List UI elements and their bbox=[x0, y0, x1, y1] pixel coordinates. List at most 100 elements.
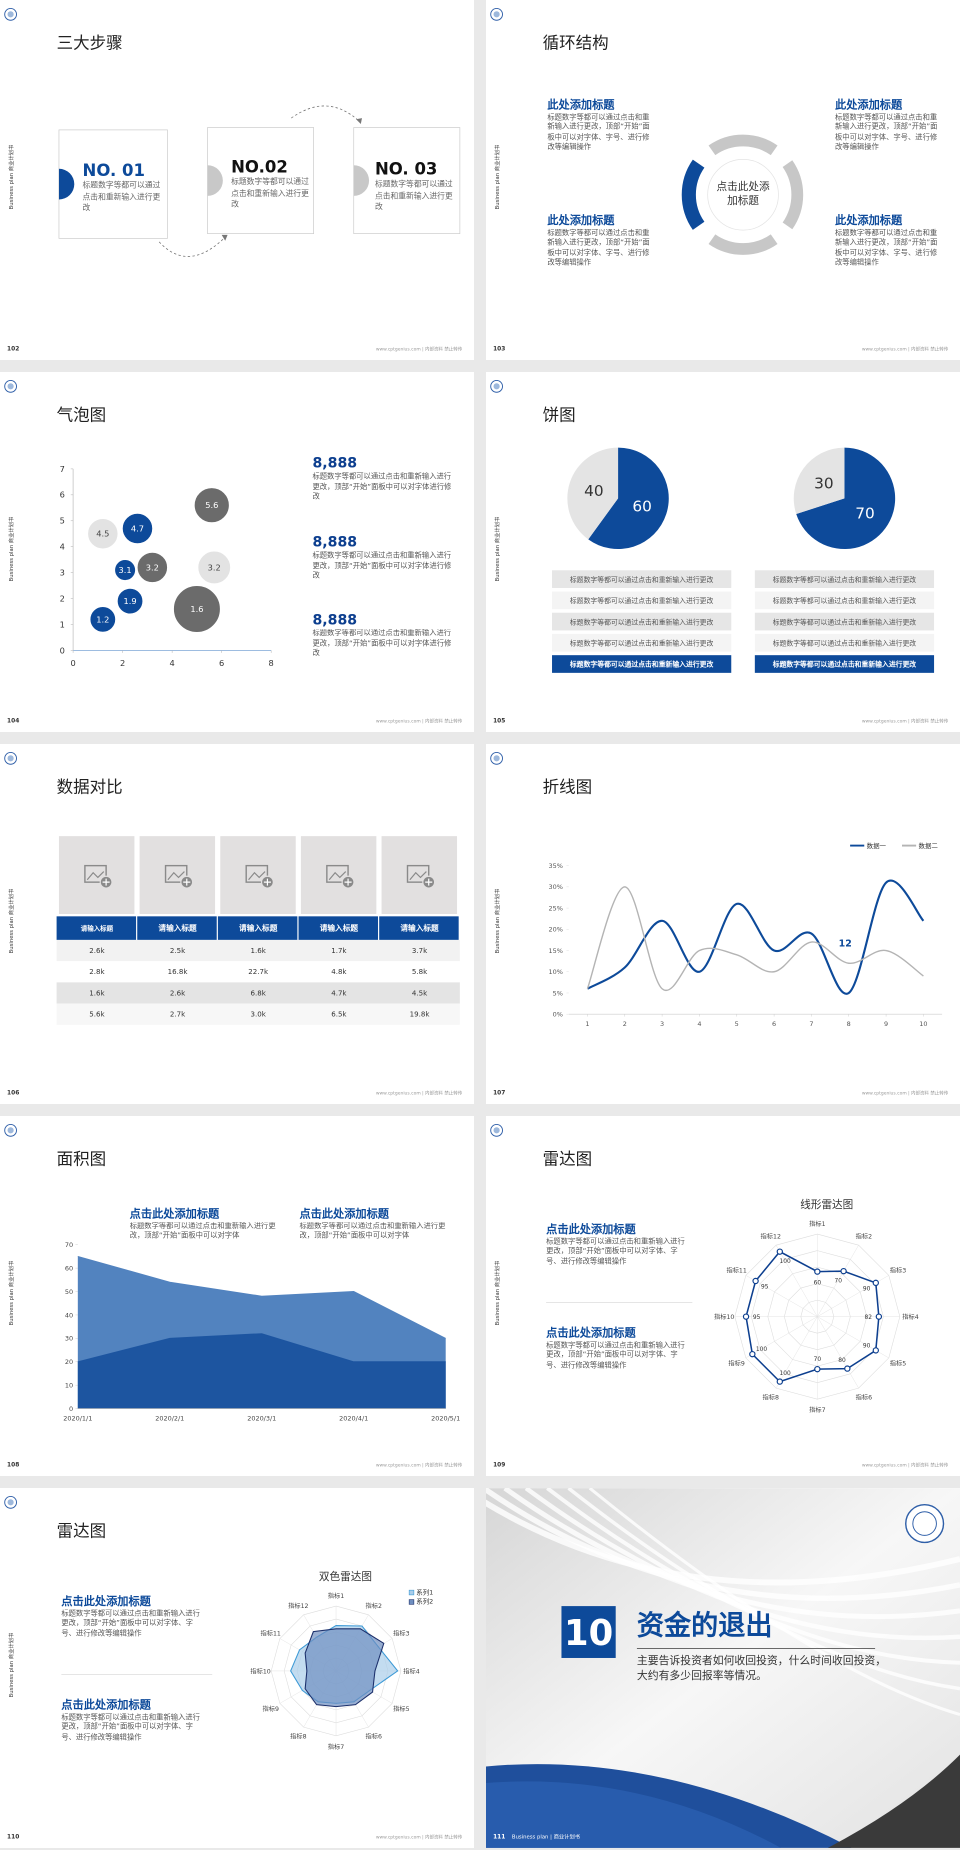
image-icon-plus bbox=[263, 878, 271, 886]
footer-text: www.cptgenius.com | 内部资料 禁止转传 bbox=[376, 345, 463, 352]
table-cell: 16.8k bbox=[168, 967, 189, 976]
stat-text: 标题数字等都可以通过点击和重新输入进行更改，顶部“开始”面板中可以对字体进行修改 bbox=[312, 551, 452, 580]
bubble-label: 3.1 bbox=[119, 565, 132, 575]
block-title: 此处添加标题 bbox=[835, 98, 903, 112]
logo-core bbox=[493, 1127, 500, 1134]
radar-category: 指标9 bbox=[262, 1705, 278, 1713]
x-tick-label: 9 bbox=[884, 1020, 888, 1028]
section-text: 主要告诉投资者如何收回投资，什么时间收回投资，大约有多少回报率等情况。 bbox=[636, 1654, 887, 1683]
slide-title: 雷达图 bbox=[57, 1522, 107, 1541]
radar-category: 指标12 bbox=[288, 1602, 308, 1610]
table-header-cell bbox=[137, 916, 217, 940]
row-text: 标题数字等都可以通过点击和重新输入进行更改 bbox=[570, 617, 714, 626]
data-label: 90 bbox=[863, 1287, 871, 1293]
block-title: 此处添加标题 bbox=[547, 98, 615, 112]
bubble bbox=[197, 550, 232, 585]
x-tick-label: 8 bbox=[269, 658, 274, 668]
bubble bbox=[193, 486, 231, 524]
logo-ring bbox=[4, 1123, 17, 1137]
step-marker bbox=[353, 165, 370, 196]
row-bar bbox=[754, 655, 935, 673]
table-cell: 3.0k bbox=[251, 1010, 267, 1019]
slide-title: 饼图 bbox=[543, 406, 576, 425]
pie-label: 40 bbox=[584, 482, 604, 500]
radar-category: 指标2 bbox=[856, 1232, 872, 1240]
logo-core bbox=[493, 755, 500, 762]
number-box bbox=[561, 1606, 616, 1658]
row-text: 标题数字等都可以通过点击和重新输入进行更改 bbox=[570, 596, 714, 605]
block-text: 标题数字等都可以通过点击和重新输入进行更改，顶部“开始”面板中可以对字体 bbox=[299, 1222, 446, 1241]
y-tick-label: 20% bbox=[548, 926, 562, 934]
radar-spoke bbox=[775, 1316, 818, 1389]
data-label: 82 bbox=[865, 1315, 873, 1321]
row-bar bbox=[754, 612, 935, 631]
x-tick-label: 2 bbox=[623, 1020, 627, 1028]
block-text: 标题数字等都可以通过点击和重新输入进行更改，顶部“开始”面板中可以对字体、字号、… bbox=[835, 113, 938, 152]
step-label: NO. 03 bbox=[375, 160, 437, 179]
bubble-label: 3.2 bbox=[146, 562, 159, 572]
image-placeholder bbox=[220, 836, 296, 914]
radar-category: 指标5 bbox=[890, 1360, 906, 1368]
block-text: 标题数字等都可以通过点击和重新输入进行更改，顶部“开始”面板中可以对字体、字号、… bbox=[546, 1341, 685, 1370]
x-tick-label: 3 bbox=[660, 1020, 664, 1028]
x-tick-label: 2020/5/1 bbox=[431, 1414, 460, 1422]
y-tick-label: 40 bbox=[65, 1311, 73, 1319]
radar-category: 指标11 bbox=[260, 1630, 280, 1638]
flow-arrow bbox=[291, 105, 360, 122]
y-tick-label: 20 bbox=[65, 1358, 73, 1366]
page-number: 104 bbox=[7, 718, 19, 724]
data-label: 100 bbox=[780, 1371, 791, 1377]
radar-marker bbox=[776, 1378, 783, 1385]
y-tick-label: 1 bbox=[60, 619, 65, 629]
x-tick-label: 10 bbox=[919, 1020, 927, 1028]
block-text: 标题数字等都可以通过点击和重新输入进行更改，顶部“开始”面板中可以对字体、字号、… bbox=[546, 1237, 685, 1266]
image-placeholder bbox=[139, 836, 216, 914]
pie-slice bbox=[588, 447, 669, 550]
row-text: 标题数字等都可以通过点击和重新输入进行更改 bbox=[570, 575, 714, 584]
row-text: 标题数字等都可以通过点击和重新输入进行更改 bbox=[773, 639, 917, 648]
table-header-text: 请输入标题 bbox=[81, 923, 114, 932]
table-cell: 5.8k bbox=[412, 967, 428, 976]
bubble bbox=[113, 558, 137, 582]
radar-category: 指标4 bbox=[403, 1667, 419, 1675]
line-series bbox=[586, 886, 924, 992]
slide: 10 资金的退出 主要告诉投资者如何收回投资，什么时间收回投资，大约有多少回报率等情… bbox=[486, 1488, 960, 1848]
row-bar bbox=[552, 612, 732, 631]
step-text: 标题数字等都可以通过点击和重新输入进行更改 bbox=[374, 179, 453, 212]
block-text: 标题数字等都可以通过点击和重新输入进行更改，顶部“开始”面板中可以对字体 bbox=[129, 1222, 276, 1241]
radar-category: 指标6 bbox=[366, 1733, 382, 1741]
block-title: 点击此处添加标题 bbox=[299, 1207, 389, 1221]
image-icon bbox=[326, 864, 349, 883]
slide: Business plan 商业计划书 103 www.cptgenius.com … bbox=[486, 0, 960, 360]
step-label: NO. 01 bbox=[83, 161, 145, 180]
table-header-cell bbox=[379, 916, 459, 940]
table-cell: 1.6k bbox=[89, 988, 105, 997]
data-label: 95 bbox=[753, 1315, 761, 1321]
cycle-center-text-box: 点击此处添加标题 bbox=[716, 182, 769, 208]
radar-category: 指标1 bbox=[809, 1220, 825, 1228]
page-number: 110 bbox=[7, 1834, 19, 1840]
bubble-label: 1.9 bbox=[123, 596, 136, 606]
block-title: 点击此处添加标题 bbox=[61, 1698, 151, 1712]
chart-title: 双色雷达图 bbox=[319, 1570, 372, 1583]
table-header-text: 请输入标题 bbox=[400, 922, 439, 932]
radar-category: 指标8 bbox=[763, 1394, 779, 1402]
step-text-box: 标题数字等都可以通过点击和重新输入进行更改 bbox=[374, 179, 453, 212]
swoosh bbox=[588, 1488, 960, 1717]
bubble-label: 5.6 bbox=[205, 500, 218, 510]
image-icon bbox=[245, 864, 269, 883]
radar-category: 指标8 bbox=[290, 1733, 306, 1741]
logo-ring bbox=[4, 1495, 17, 1509]
radar-spoke bbox=[775, 1245, 818, 1317]
table-cell: 1.7k bbox=[331, 946, 347, 955]
logo-ring bbox=[4, 7, 17, 21]
chart-title: 线形雷达图 bbox=[800, 1198, 853, 1211]
slide: Business plan 商业计划书 110 www.cptgenius.com … bbox=[0, 1488, 474, 1848]
y-tick-label: 10% bbox=[548, 968, 562, 976]
image-icon-plus bbox=[183, 878, 191, 886]
slide: Business plan 商业计划书 108 www.cptgenius.com … bbox=[0, 1116, 474, 1476]
logo-ring bbox=[905, 1503, 945, 1544]
area-fill bbox=[77, 1333, 446, 1409]
x-tick-label: 1 bbox=[585, 1020, 589, 1028]
